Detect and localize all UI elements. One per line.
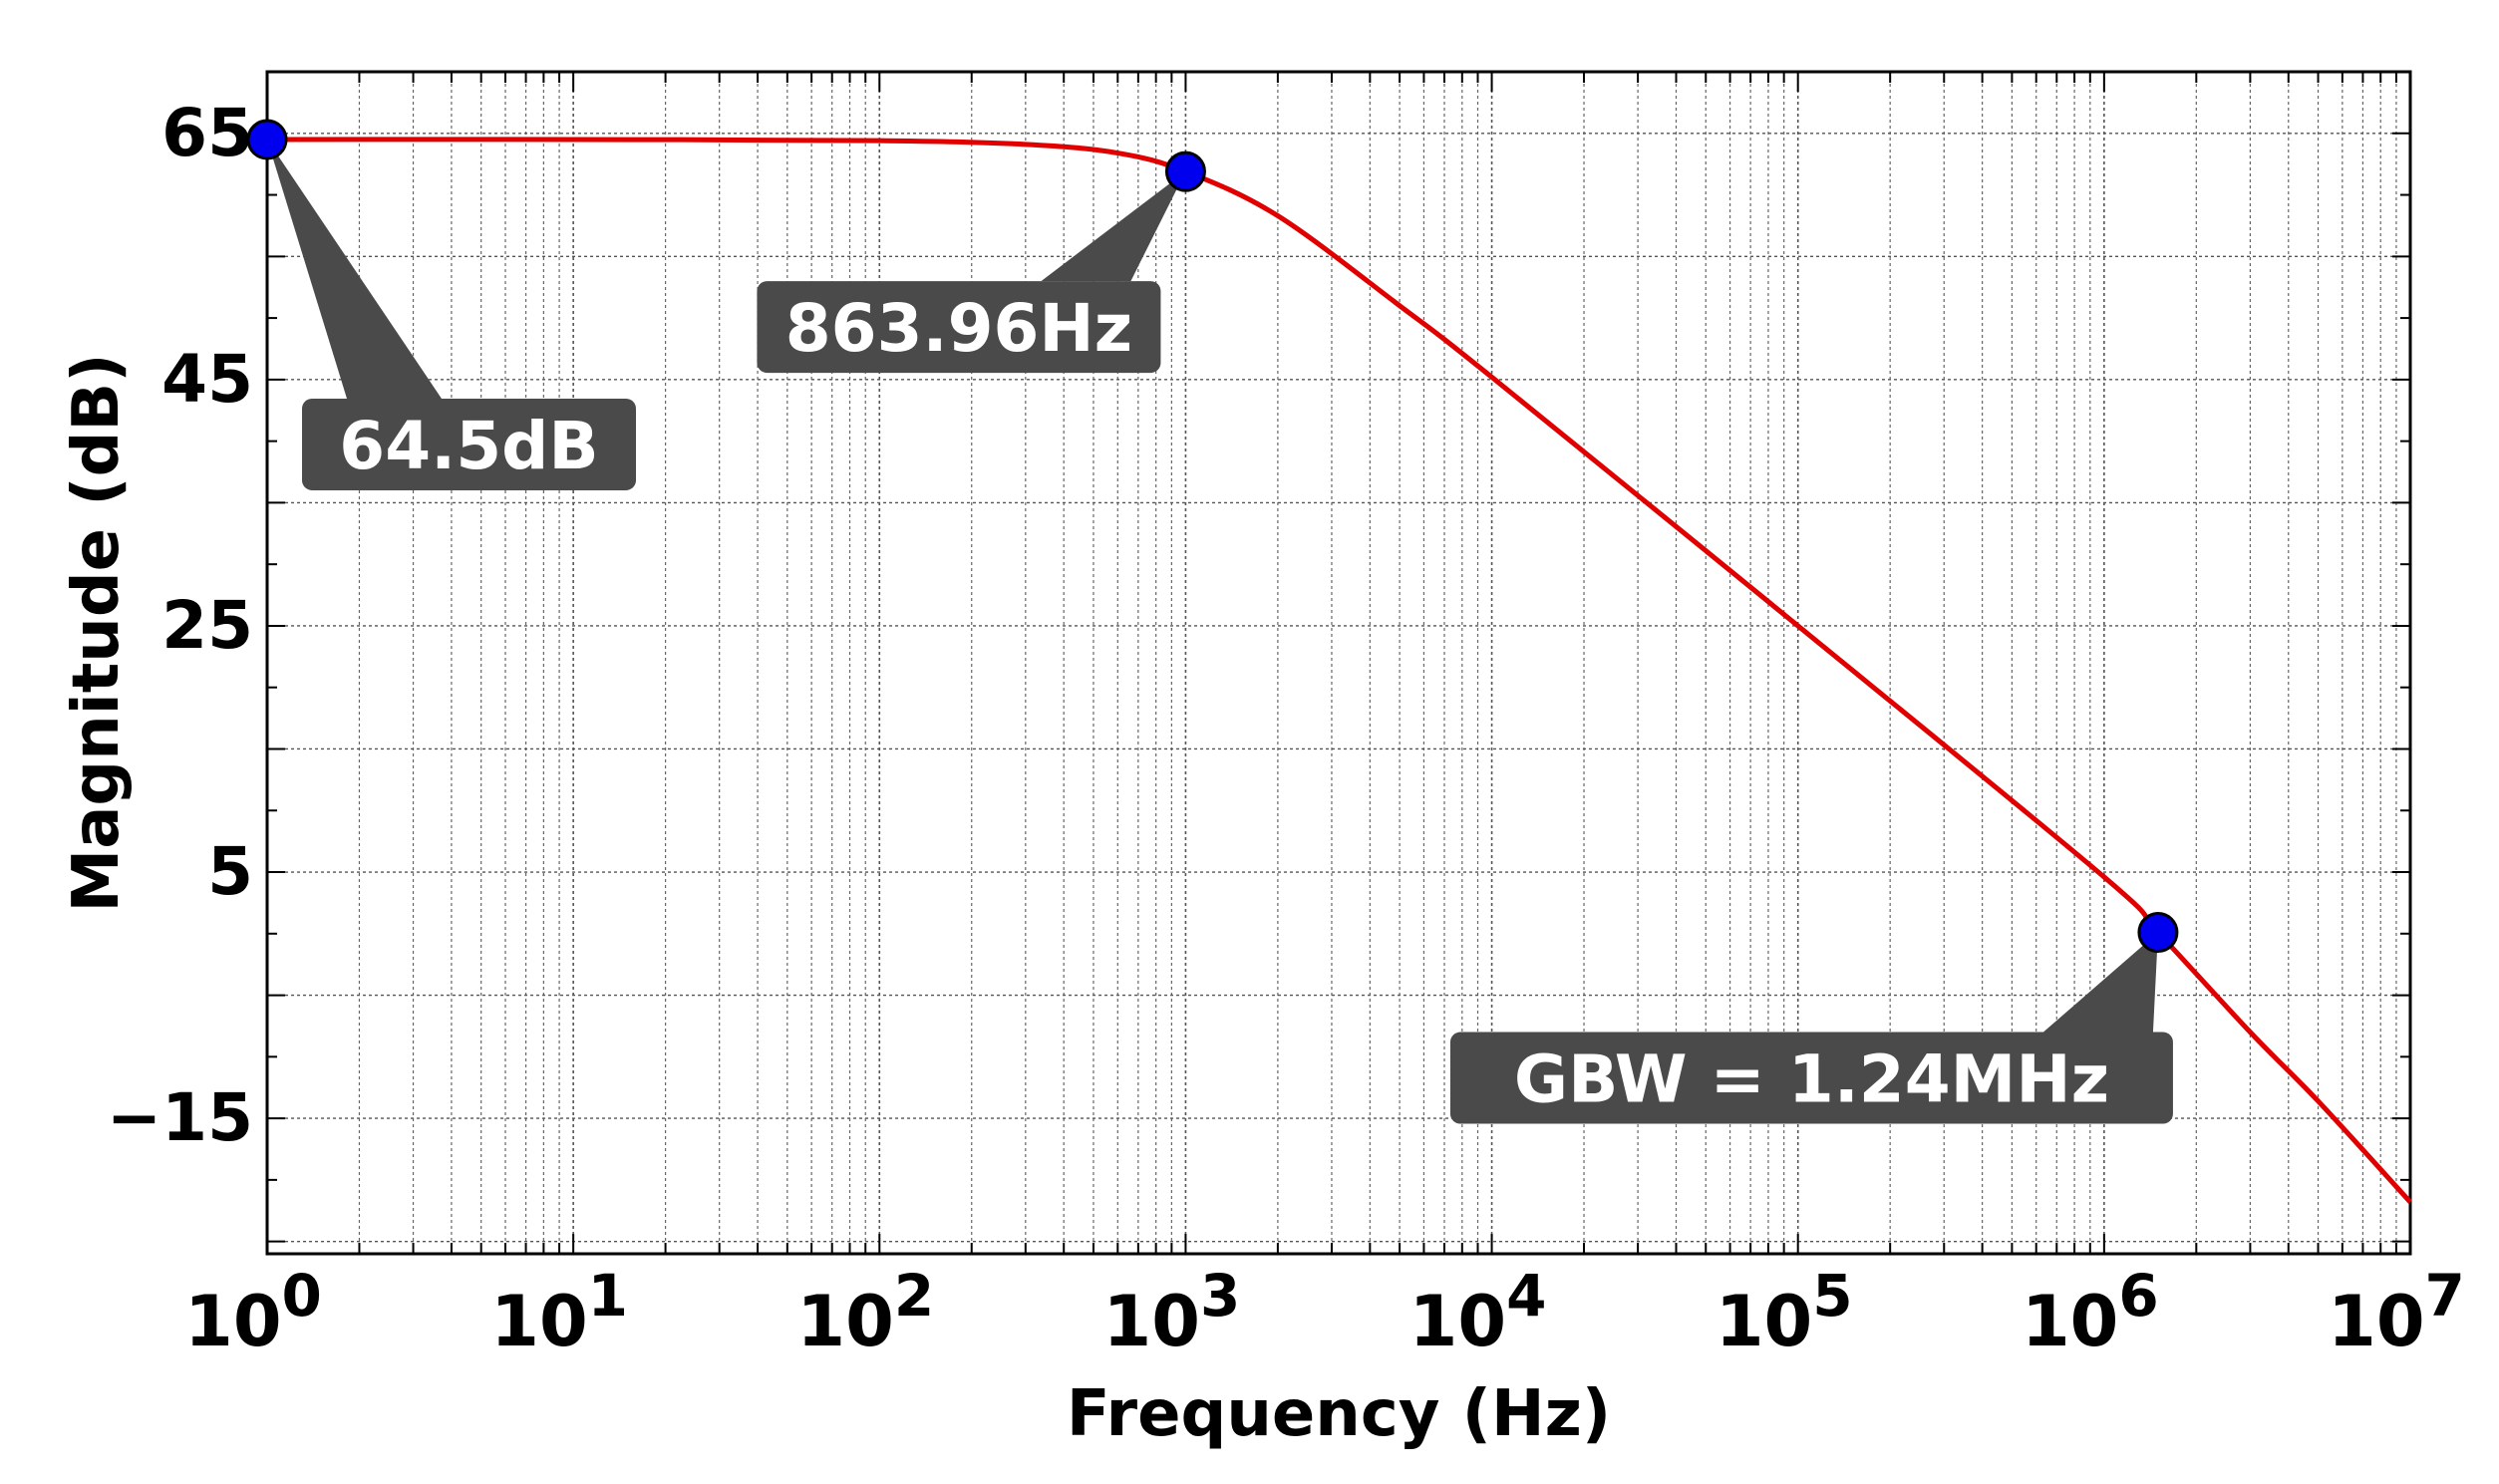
x-tick-label: 101: [490, 1262, 628, 1362]
x-axis-label: Frequency (Hz): [1067, 1377, 1611, 1451]
y-tick-label: 65: [161, 95, 253, 171]
y-tick-label: 25: [161, 587, 253, 664]
annotation-pointer: [2042, 932, 2158, 1033]
annotation-pointer: [1041, 171, 1186, 282]
data-point-marker: [1164, 150, 1206, 192]
data-point-marker: [2137, 912, 2179, 954]
x-tick-label: 104: [1409, 1262, 1547, 1362]
markers: [246, 119, 2179, 954]
y-tick-label: 45: [161, 341, 253, 418]
y-axis-label: Magnitude (dB): [60, 354, 134, 913]
data-point-marker: [246, 119, 288, 160]
x-tick-labels: 100 101 102 103 104 105 106 107: [184, 1262, 2465, 1362]
tick-marks: [266, 71, 2410, 1254]
annotations: 64.5dB 863.96Hz GBW = 1.24MHz: [267, 139, 2173, 1124]
series-line: [266, 137, 2412, 1204]
annotation-label: 64.5dB: [339, 408, 598, 484]
annotation-label: GBW = 1.24MHz: [1514, 1041, 2109, 1118]
x-tick-label: 103: [1103, 1262, 1241, 1362]
plot-frame: [265, 70, 2412, 1256]
x-tick-label: 102: [796, 1262, 934, 1362]
annotation-box: [757, 281, 1161, 374]
grid: [266, 72, 2410, 1254]
y-tick-labels: 65 45 25 5 −15: [107, 95, 253, 1156]
annotation-label: 863.96Hz: [785, 290, 1132, 367]
y-tick-label: −15: [107, 1079, 253, 1156]
x-tick-label: 106: [2022, 1262, 2159, 1362]
annotation-box: [302, 398, 636, 490]
annotation-box: [1449, 1032, 2173, 1124]
annotation-pointer: [267, 139, 442, 399]
x-tick-label: 105: [1716, 1262, 1853, 1362]
x-tick-label: 107: [2328, 1262, 2465, 1362]
y-tick-label: 5: [207, 833, 253, 910]
x-tick-label: 100: [184, 1262, 322, 1362]
